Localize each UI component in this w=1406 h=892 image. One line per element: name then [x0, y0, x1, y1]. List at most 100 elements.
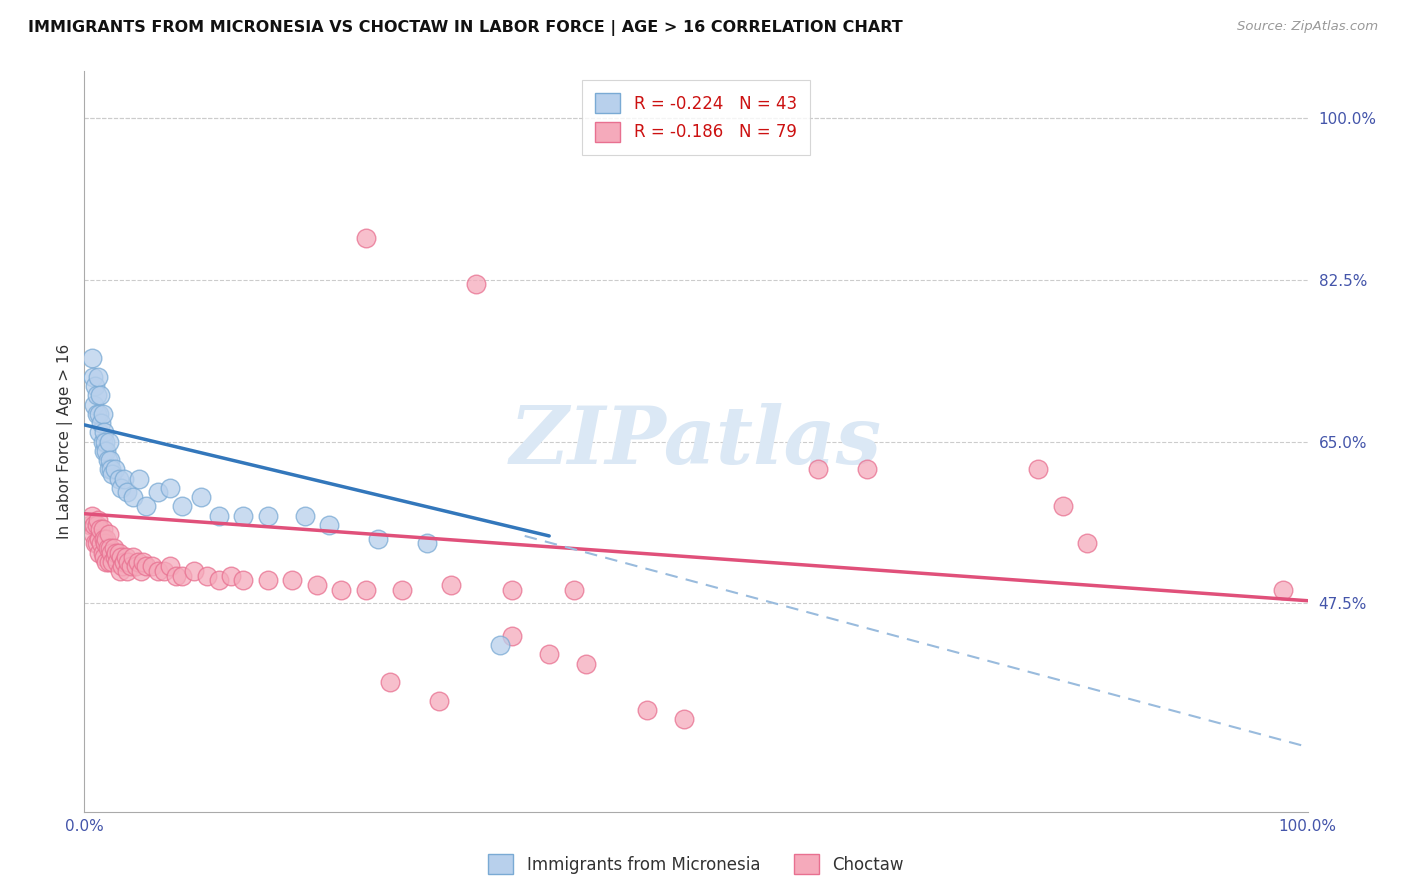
Point	[195, 568, 218, 582]
Point	[1272, 582, 1295, 597]
Point	[856, 462, 879, 476]
Point	[86, 388, 108, 402]
Point	[89, 523, 111, 537]
Point	[110, 481, 132, 495]
Point	[97, 453, 120, 467]
Point	[90, 536, 112, 550]
Point	[83, 398, 105, 412]
Point	[354, 582, 377, 597]
Point	[153, 564, 176, 578]
Point	[318, 517, 340, 532]
Point	[391, 582, 413, 597]
Point	[122, 490, 145, 504]
Point	[367, 532, 389, 546]
Point	[93, 550, 115, 565]
Point	[100, 545, 122, 560]
Point	[672, 712, 695, 726]
Point	[86, 517, 108, 532]
Point	[98, 453, 121, 467]
Point	[219, 568, 242, 582]
Point	[257, 574, 280, 588]
Point	[146, 564, 169, 578]
Point	[141, 559, 163, 574]
Point	[82, 369, 104, 384]
Point	[115, 485, 138, 500]
Point	[100, 462, 122, 476]
Point	[93, 425, 115, 440]
Point	[636, 703, 658, 717]
Point	[165, 568, 187, 582]
Point	[807, 462, 830, 476]
Point	[80, 508, 103, 523]
Point	[91, 545, 114, 560]
Point	[232, 574, 254, 588]
Point	[86, 536, 108, 550]
Point	[91, 523, 114, 537]
Point	[122, 550, 145, 565]
Point	[294, 508, 316, 523]
Point	[538, 648, 561, 662]
Point	[127, 555, 149, 569]
Point	[440, 578, 463, 592]
Point	[97, 541, 120, 555]
Point	[96, 532, 118, 546]
Point	[159, 481, 181, 495]
Point	[575, 657, 598, 671]
Point	[97, 527, 120, 541]
Point	[1052, 500, 1074, 514]
Point	[110, 550, 132, 565]
Point	[489, 638, 512, 652]
Point	[427, 694, 450, 708]
Point	[84, 536, 107, 550]
Point	[94, 536, 117, 550]
Point	[104, 550, 127, 565]
Y-axis label: In Labor Force | Age > 16: In Labor Force | Age > 16	[58, 344, 73, 539]
Point	[111, 559, 134, 574]
Point	[105, 545, 128, 560]
Point	[115, 550, 138, 565]
Point	[93, 443, 115, 458]
Point	[98, 541, 121, 555]
Point	[87, 513, 110, 527]
Point	[190, 490, 212, 504]
Point	[257, 508, 280, 523]
Text: IMMIGRANTS FROM MICRONESIA VS CHOCTAW IN LABOR FORCE | AGE > 16 CORRELATION CHAR: IMMIGRANTS FROM MICRONESIA VS CHOCTAW IN…	[28, 20, 903, 36]
Point	[501, 629, 523, 643]
Point	[103, 541, 125, 555]
Point	[84, 379, 107, 393]
Point	[115, 564, 138, 578]
Point	[416, 536, 439, 550]
Point	[97, 555, 120, 569]
Point	[101, 467, 124, 481]
Point	[107, 545, 129, 560]
Point	[91, 434, 114, 449]
Point	[97, 462, 120, 476]
Point	[91, 407, 114, 421]
Point	[87, 407, 110, 421]
Point	[120, 559, 142, 574]
Point	[96, 443, 118, 458]
Point	[330, 582, 353, 597]
Point	[87, 545, 110, 560]
Point	[86, 407, 108, 421]
Point	[354, 231, 377, 245]
Point	[135, 500, 157, 514]
Point	[232, 508, 254, 523]
Point	[172, 500, 194, 514]
Point	[183, 564, 205, 578]
Point	[464, 277, 486, 292]
Point	[108, 564, 131, 578]
Point	[159, 559, 181, 574]
Point	[104, 462, 127, 476]
Point	[281, 574, 304, 588]
Point	[87, 425, 110, 440]
Point	[107, 471, 129, 485]
Point	[97, 434, 120, 449]
Point	[305, 578, 328, 592]
Point	[562, 582, 585, 597]
Point	[132, 555, 155, 569]
Point	[1076, 536, 1098, 550]
Point	[101, 555, 124, 569]
Point	[87, 532, 110, 546]
Point	[94, 434, 117, 449]
